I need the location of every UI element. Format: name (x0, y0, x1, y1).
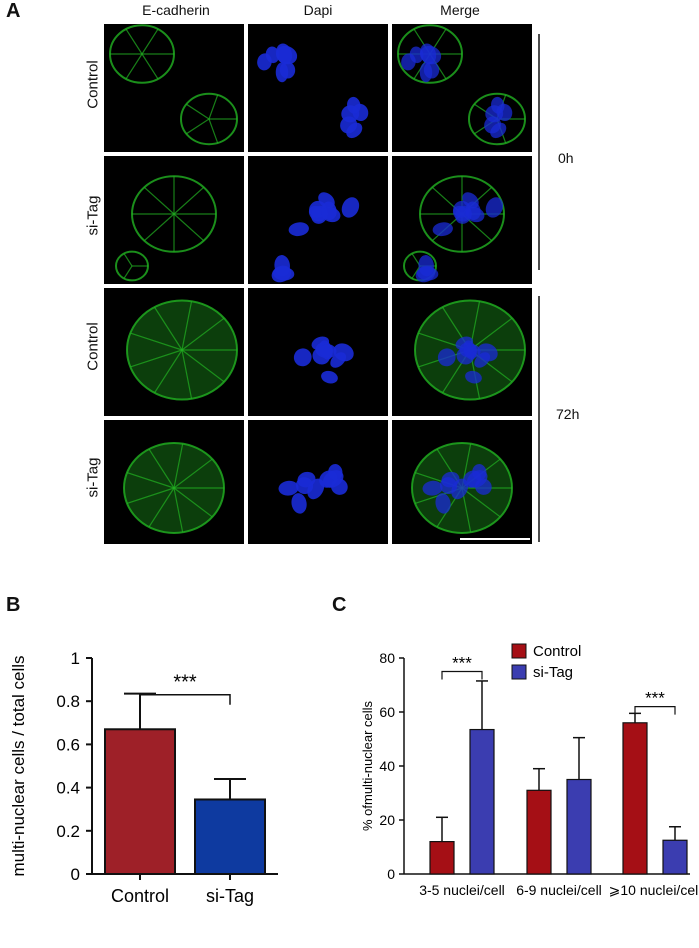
row-label-control-0h: Control (84, 60, 102, 109)
time-label-0h: 0h (558, 150, 574, 166)
significance-bracket (634, 705, 676, 715)
column-label-dapi: Dapi (303, 2, 333, 18)
micro-tile-r1-ecad (104, 24, 244, 152)
micro-tile-r2-ecad (104, 156, 244, 284)
micro-tile-r2-dapi (248, 156, 388, 284)
y-tick-label: 20 (379, 812, 395, 828)
row-label-sitag-72h: si-Tag (84, 457, 102, 498)
significance-label: *** (645, 689, 665, 708)
y-tick-label: 60 (379, 704, 395, 720)
scale-bar (460, 538, 530, 540)
micro-tile-r4-dapi (248, 420, 388, 548)
y-tick-label: 0.2 (56, 822, 80, 841)
x-tick-label: Control (111, 886, 169, 906)
significance-bracket (139, 693, 231, 705)
micro-tile-r3-ecad (104, 288, 244, 416)
significance-label: *** (173, 672, 197, 694)
panel-c-letter: C (332, 594, 347, 616)
column-label-ecadherin: E-cadherin (142, 2, 210, 18)
bar-si-tag (194, 798, 266, 875)
panel-a-letter: A (6, 0, 21, 22)
y-tick-label: 0.6 (56, 735, 80, 754)
microscopy-grid (104, 24, 532, 548)
y-tick-label: 0.4 (56, 779, 80, 798)
bar-si-tag (469, 728, 495, 875)
row-label-sitag-0h: si-Tag (84, 195, 102, 236)
micro-tile-r4-ecad (104, 420, 244, 548)
chart-b-multinuclear-ratio: 0 0.2 0.4 0.6 0.8 1 multi-nuclear cells / tota… (9, 649, 278, 906)
x-tick-label: 6-9 nuclei/cell (516, 882, 602, 898)
micro-tile-r3-merge (392, 288, 532, 416)
x-tick-label: ⩾10 nuclei/cell (609, 882, 699, 898)
microscopy-images (104, 24, 532, 548)
x-tick-label: 3-5 nuclei/cell (419, 882, 505, 898)
micro-tile-r3-dapi (248, 288, 388, 416)
column-label-merge: Merge (440, 2, 480, 18)
bar-control (526, 789, 552, 875)
significance-bracket (441, 670, 483, 680)
legend-label-si-tag: si-Tag (533, 664, 573, 681)
y-tick-label: 0.8 (56, 692, 80, 711)
micro-tile-r1-merge (392, 24, 532, 152)
bar-si-tag (662, 839, 688, 875)
y-tick-label: 80 (379, 650, 395, 666)
bar-control (429, 841, 455, 875)
legend-label-control: Control (533, 643, 581, 660)
bar-control (104, 728, 176, 875)
significance-label: *** (452, 654, 472, 673)
y-tick-label: 40 (379, 758, 395, 774)
bar-si-tag (566, 778, 592, 875)
row-label-control-72h: Control (84, 322, 102, 371)
chart-c-nuclei-distribution: 0 20 40 60 80 % ofmulti-nuclear cells 3-5 nucl… (360, 643, 699, 898)
y-tick-label: 0 (71, 865, 80, 884)
legend-swatch-control (511, 643, 527, 659)
micro-tile-r2-merge (392, 156, 532, 284)
x-tick-label: si-Tag (206, 886, 254, 906)
y-axis-label: % ofmulti-nuclear cells (360, 700, 375, 831)
y-tick-label: 0 (387, 866, 395, 882)
time-label-72h: 72h (556, 406, 580, 422)
bar-control (622, 722, 648, 875)
micro-tile-r1-dapi (248, 24, 388, 152)
legend-swatch-si-tag (511, 664, 527, 680)
panel-b-letter: B (6, 594, 21, 616)
micro-tile-r4-merge (392, 420, 532, 548)
time-bracket-lines (538, 34, 540, 542)
y-tick-label: 1 (71, 649, 80, 668)
y-axis-label: multi-nuclear cells / total cells (9, 655, 28, 876)
